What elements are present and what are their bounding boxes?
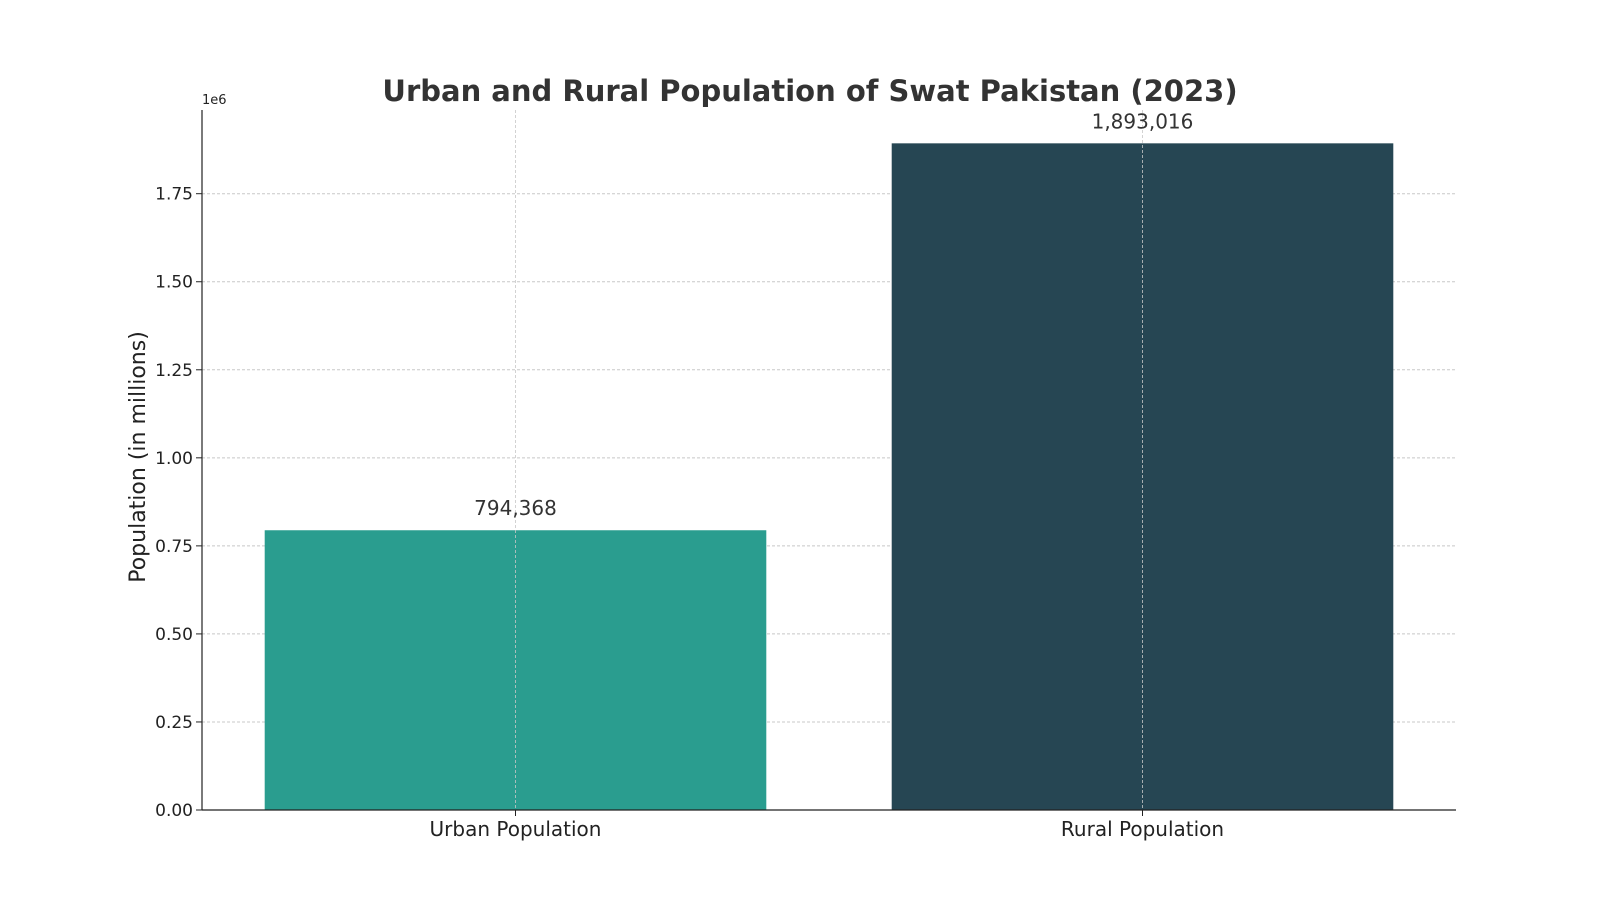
x-category-label: Rural Population	[1061, 817, 1224, 841]
bar-value-label: 794,368	[474, 496, 557, 520]
y-tick-label: 0.50	[155, 625, 193, 645]
y-axis-label: Population (in millions)	[126, 331, 151, 583]
y-tick-label: 1.00	[155, 449, 193, 469]
y-tick-label: 0.25	[155, 713, 193, 733]
y-tick-label: 0.00	[155, 801, 193, 821]
y-tick-label: 1.25	[155, 361, 193, 381]
chart-title: Urban and Rural Population of Swat Pakis…	[382, 74, 1237, 108]
bars	[264, 143, 1394, 810]
y-tick-label: 0.75	[155, 537, 193, 557]
y-ticks: 0.00 0.25 0.50 0.75 1.00 1.25 1.50 1.75	[155, 185, 1143, 821]
y-tick-label: 1.75	[155, 185, 193, 205]
y-axis-offset-label: 1e6	[202, 93, 227, 108]
x-category-label: Urban Population	[430, 817, 602, 841]
value-labels: 794,368 1,893,016	[474, 109, 1193, 520]
y-tick-label: 1.50	[155, 273, 193, 293]
axes	[201, 110, 1456, 811]
vertical-grid-lines	[515, 110, 1143, 810]
bar-value-label: 1,893,016	[1092, 109, 1194, 133]
x-category-labels: Urban Population Rural Population	[430, 817, 1225, 841]
